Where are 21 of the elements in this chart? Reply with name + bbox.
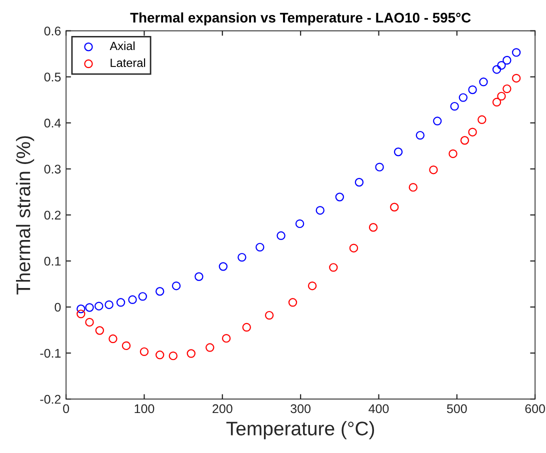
x-tick-label: 100	[134, 404, 154, 414]
y-tick-label: 0	[54, 302, 61, 312]
x-tick-label: 400	[368, 404, 389, 414]
legend-label: Lateral	[110, 58, 146, 68]
x-tick-label: 300	[290, 404, 311, 414]
y-axis-title: Thermal strain (%)	[16, 136, 34, 294]
x-axis-title: Temperature (°C)	[226, 421, 374, 440]
legend-label: Axial	[110, 41, 135, 50]
y-tick-label: 0.5	[44, 72, 61, 82]
x-tick-label: 0	[63, 404, 70, 414]
y-tick-label: 0.1	[44, 256, 61, 266]
y-tick-label: 0.4	[44, 118, 61, 128]
x-tick-label: 200	[212, 404, 232, 414]
chart-title: Thermal expansion vs Temperature - LAO10 - 595°C	[130, 12, 471, 26]
y-tick-label: 0.6	[44, 26, 61, 36]
y-tick-label: -0.1	[40, 348, 61, 358]
y-tick-label: 0.3	[44, 164, 61, 174]
x-tick-label: 500	[446, 404, 467, 414]
y-tick-label: -0.2	[40, 394, 61, 404]
x-tick-label: 600	[525, 404, 546, 414]
y-tick-label: 0.2	[44, 210, 61, 220]
